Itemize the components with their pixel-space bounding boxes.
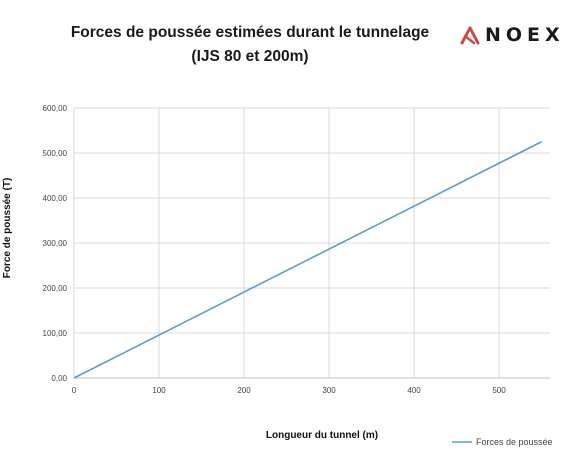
- y-tick-label: 100,00: [43, 329, 68, 338]
- y-tick-label: 300,00: [43, 239, 68, 248]
- x-tick-label: 400: [407, 386, 421, 395]
- grid-lines: [73, 107, 550, 379]
- legend: Forces de poussée: [452, 437, 553, 447]
- noex-logo-mark-icon: [460, 26, 480, 45]
- chart-title-line2: (IJS 80 et 200m): [191, 48, 309, 65]
- y-tick-label: 0,00: [51, 374, 67, 383]
- chart-title-line1: Forces de poussée estimées durant le tun…: [70, 24, 430, 41]
- x-axis-label: Longueur du tunnel (m): [266, 430, 378, 441]
- x-tick-label: 0: [72, 386, 77, 395]
- series-lines: [73, 141, 542, 379]
- y-tick-label: 400,00: [43, 194, 68, 203]
- x-tick-label: 100: [152, 386, 166, 395]
- series-line: [73, 141, 542, 379]
- x-tick-label: 300: [322, 386, 336, 395]
- y-axis-label: Force de poussée (T): [2, 178, 13, 279]
- legend-label: Forces de poussée: [476, 437, 553, 447]
- y-tick-label: 500,00: [43, 149, 68, 158]
- logo-text: NOEX: [485, 24, 565, 46]
- y-tick-label: 200,00: [43, 284, 68, 293]
- noex-logo: NOEX: [459, 24, 565, 46]
- x-tick-label: 500: [492, 386, 506, 395]
- y-tick-label: 600,00: [43, 104, 68, 113]
- x-tick-label: 200: [237, 386, 251, 395]
- tick-labels: 0,00 100,00 200,00 300,00 400,00 500,00 600,00…: [43, 104, 507, 395]
